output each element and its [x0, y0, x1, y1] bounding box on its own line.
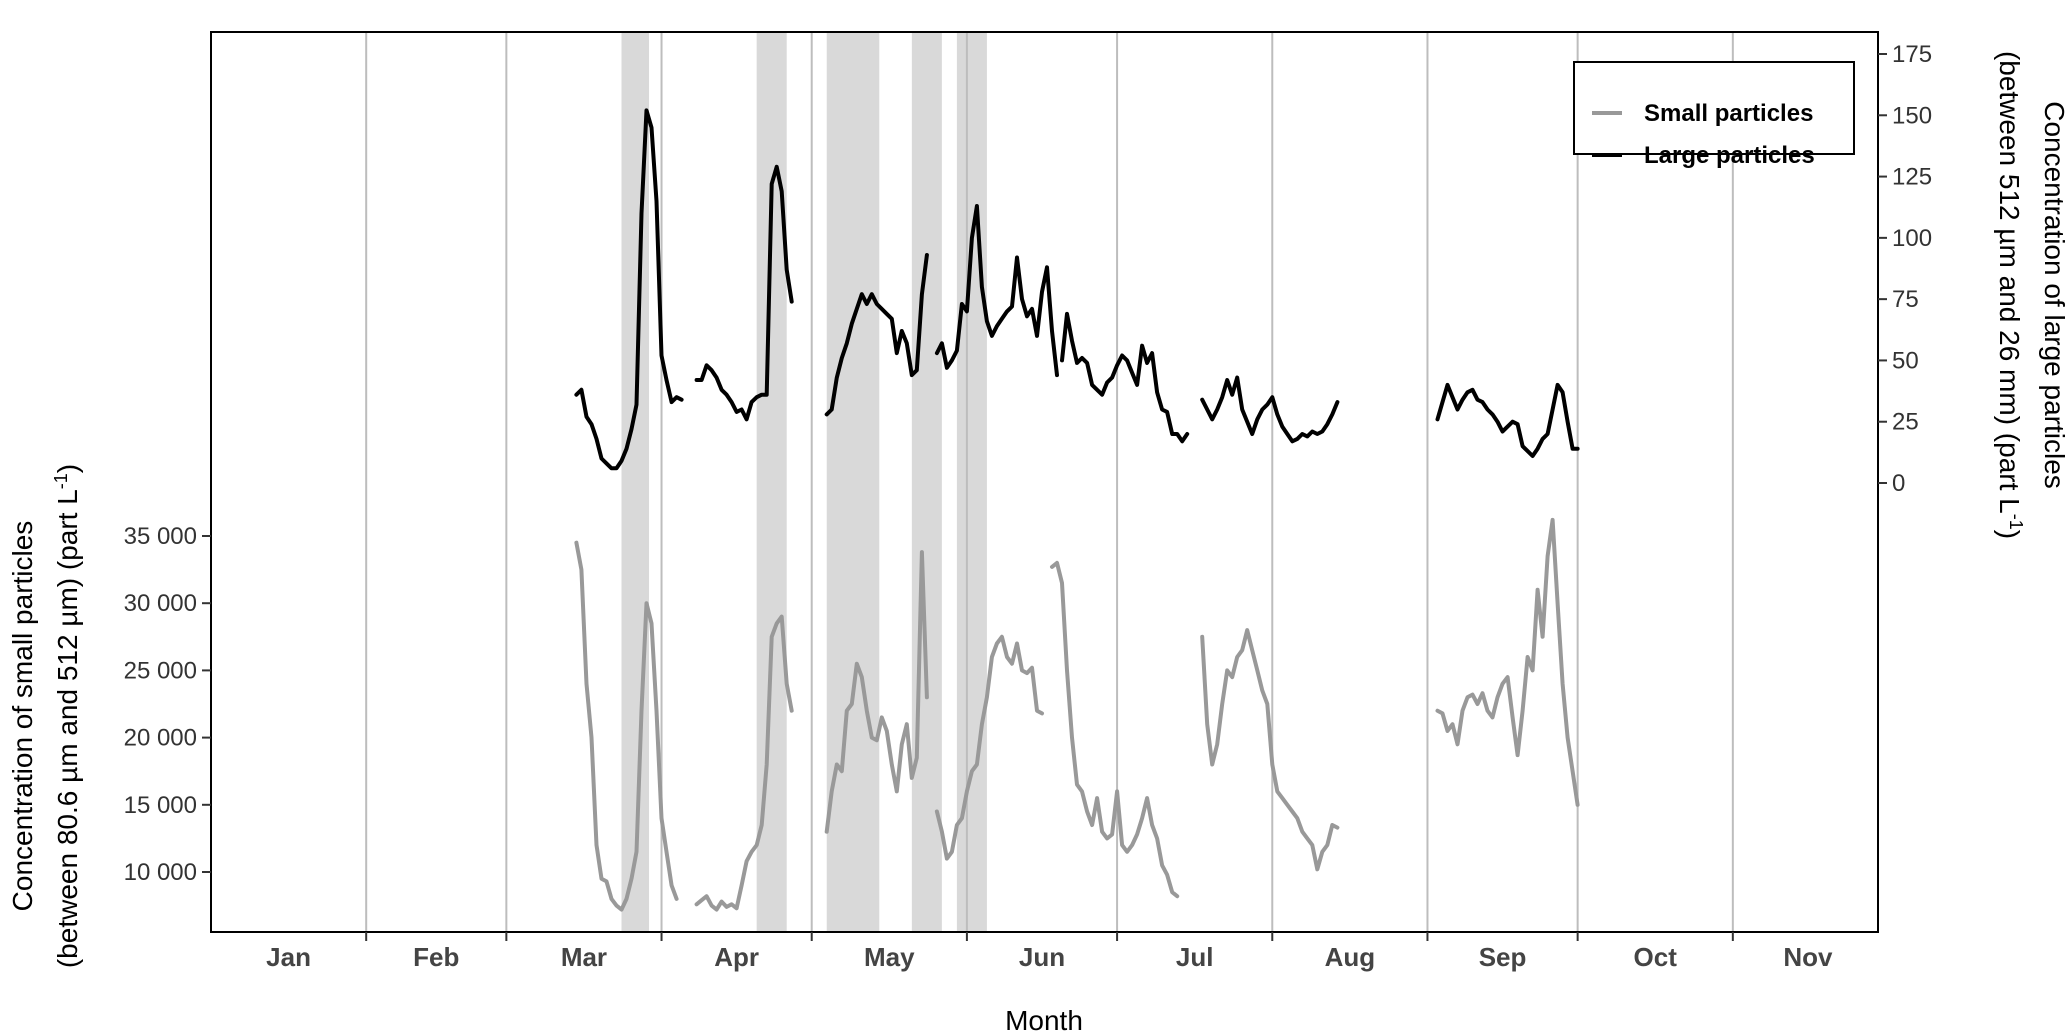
x-axis: Jan Feb Mar Apr May Jun Jul Aug Sep Oct Nov	[266, 932, 1833, 972]
right-axis-tick-label-75: 75	[1892, 286, 1919, 313]
right-axis-title-line1: Concentration of large particles	[2039, 101, 2067, 489]
month-label-apr: Apr	[714, 942, 759, 972]
month-label-feb: Feb	[413, 942, 459, 972]
left-axis-tick-label-25000: 25 000	[124, 657, 197, 684]
month-label-nov: Nov	[1783, 942, 1833, 972]
month-label-jul: Jul	[1176, 942, 1214, 972]
month-gridlines	[365, 32, 1734, 932]
large-particles-line-segment-2	[694, 164, 794, 422]
large-particles-line-segment-3	[824, 253, 929, 417]
left-axis: 10 000 15 000 20 000 25 000 30 000 35 000	[124, 523, 211, 886]
small-particles-line-segment-4	[934, 634, 1044, 861]
legend-label-small-particles: Small particles	[1644, 100, 1813, 127]
right-axis-title-line2: (between 512 µm and 26 mm) (part L-1)	[1994, 51, 2026, 539]
small-particles-line-segment-3	[824, 550, 929, 834]
right-axis-tick-label-50: 50	[1892, 347, 1919, 374]
left-axis-tick-label-20000: 20 000	[124, 725, 197, 752]
month-label-jun: Jun	[1019, 942, 1065, 972]
month-label-oct: Oct	[1634, 942, 1678, 972]
month-label-sep: Sep	[1479, 942, 1527, 972]
left-axis-tick-label-15000: 15 000	[124, 792, 197, 819]
x-axis-title: Month	[1005, 1005, 1083, 1032]
left-axis-tick-label-30000: 30 000	[124, 590, 197, 617]
month-label-aug: Aug	[1325, 942, 1376, 972]
large-particles-line-segment-6	[1200, 375, 1340, 444]
large-particles-line-segment-5	[1060, 311, 1190, 444]
legend-label-large-particles: Large particles	[1644, 142, 1815, 169]
right-axis-tick-label-100: 100	[1892, 225, 1932, 252]
small-particles-line-segment-2	[694, 614, 794, 912]
left-axis-tick-label-35000: 35 000	[124, 523, 197, 550]
month-label-mar: Mar	[561, 942, 607, 972]
series-lines	[574, 108, 1580, 912]
shaded-period-4	[911, 32, 942, 932]
right-axis-tick-label-25: 25	[1892, 409, 1919, 436]
left-axis-tick-label-10000: 10 000	[124, 859, 197, 886]
legend-box	[1573, 61, 1855, 155]
small-particles-line-segment-1	[574, 540, 679, 912]
right-axis-tick-label-150: 150	[1892, 102, 1932, 129]
shaded-period-2	[756, 32, 787, 932]
right-axis-title: Concentration of large particles (betwee…	[1994, 51, 2067, 539]
small-particles-line-segment-5	[1050, 560, 1180, 899]
right-axis-tick-label-175: 175	[1892, 41, 1932, 68]
legend: Small particles Large particles	[1573, 61, 1855, 169]
left-axis-title-line2: (between 80.6 µm and 512 µm) (part L-1)	[51, 464, 83, 968]
left-axis-title: Concentration of small particles (betwee…	[7, 464, 83, 968]
large-particles-line-segment-7	[1435, 382, 1580, 458]
small-particles-line-segment-7	[1435, 517, 1580, 807]
right-axis: 0 25 50 75 100 125 150 175	[1878, 41, 1932, 497]
month-label-may: May	[864, 942, 915, 972]
right-axis-tick-label-125: 125	[1892, 164, 1932, 191]
small-particles-line-segment-6	[1200, 628, 1340, 872]
month-label-jan: Jan	[266, 942, 311, 972]
shaded-period-3	[826, 32, 880, 932]
right-axis-tick-label-0: 0	[1892, 470, 1905, 497]
left-axis-title-line1: Concentration of small particles	[7, 521, 38, 912]
large-particles-line-segment-4	[934, 204, 1059, 378]
shaded-period-5	[956, 32, 987, 932]
large-particles-line-segment-1	[574, 108, 684, 471]
